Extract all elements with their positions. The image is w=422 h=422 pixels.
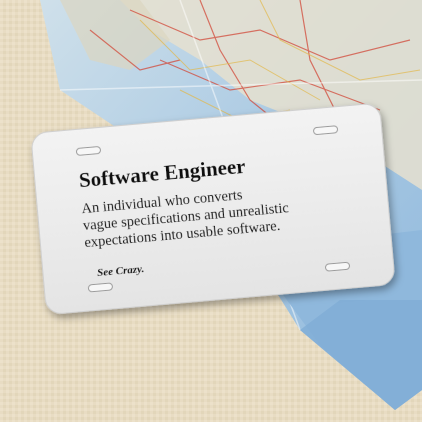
license-plate: Software Engineer An individual who conv…: [31, 103, 395, 314]
plate-slot: [325, 261, 350, 272]
plate-signature: See Crazy.: [97, 263, 145, 279]
plate-slot: [87, 282, 113, 293]
plate-slot: [313, 125, 339, 135]
plate-slot: [76, 146, 101, 156]
